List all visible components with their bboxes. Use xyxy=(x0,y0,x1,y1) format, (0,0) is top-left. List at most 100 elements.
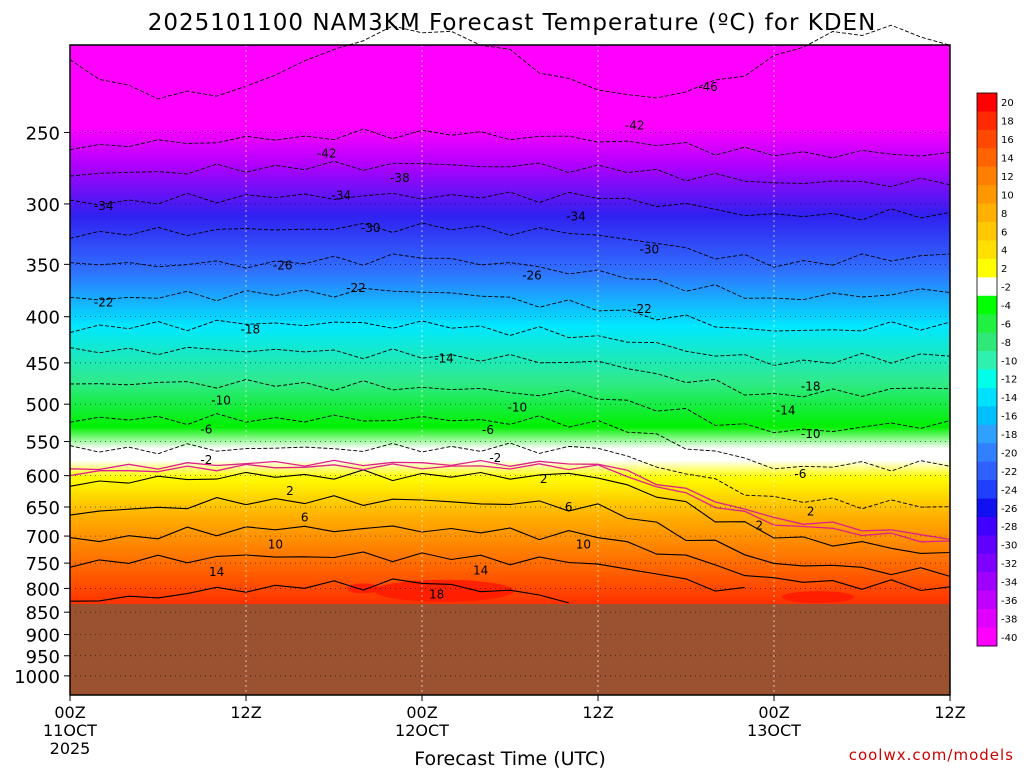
x-tick-label: 00Z xyxy=(54,703,85,722)
colorbar-label: 8 xyxy=(1001,209,1007,220)
colorbar-swatch xyxy=(977,443,997,463)
isotherm--26 xyxy=(69,253,951,301)
y-tick-label: 950 xyxy=(26,647,60,668)
isotherm--6 xyxy=(69,413,951,472)
isotherm--38 xyxy=(69,160,951,188)
colorbar-swatch xyxy=(977,351,997,370)
colorbar-label: 18 xyxy=(1001,117,1014,128)
isotherm-14 xyxy=(69,551,745,592)
y-tick-label: 900 xyxy=(26,626,60,647)
colorbar-label: 14 xyxy=(1001,154,1014,165)
colorbar-swatch xyxy=(977,572,997,592)
colorbar-label: -38 xyxy=(1001,614,1017,625)
contour-label: -10 xyxy=(211,393,231,407)
isotherm--46 xyxy=(69,24,951,100)
colorbar-swatch xyxy=(977,332,997,352)
contour-label: -10 xyxy=(801,427,821,441)
colorbar-swatch xyxy=(977,369,997,389)
colorbar-label: -14 xyxy=(1001,393,1017,404)
colorbar-swatch xyxy=(977,627,997,647)
contour-label: -18 xyxy=(241,322,261,336)
colorbar-swatch xyxy=(977,148,997,168)
contour-label: -42 xyxy=(625,119,645,133)
colorbar-label: -18 xyxy=(1001,430,1017,441)
contour-label: 2 xyxy=(807,505,815,519)
contour-label: -22 xyxy=(346,281,366,295)
colorbar-swatch xyxy=(977,516,997,536)
contour-label: 14 xyxy=(473,563,488,577)
y-tick-label: 400 xyxy=(26,308,60,329)
contour-label: 10 xyxy=(268,537,283,551)
colorbar-label: -10 xyxy=(1001,356,1017,367)
grid-lines xyxy=(70,45,950,695)
colorbar-label: 2 xyxy=(1001,264,1007,275)
contour-label: -14 xyxy=(776,404,796,418)
contour-label: -6 xyxy=(794,467,806,481)
isotherm-6 xyxy=(69,495,951,577)
colorbar-label: -4 xyxy=(1001,301,1011,312)
contour-label: 2 xyxy=(540,472,548,486)
x-tick-date: 13OCT xyxy=(747,721,801,740)
contour-label: 6 xyxy=(565,500,573,514)
contour-label: -46 xyxy=(698,80,718,94)
colorbar-label: -12 xyxy=(1001,375,1017,386)
colorbar-swatch xyxy=(977,203,997,223)
colorbar-label: -2 xyxy=(1001,283,1011,294)
y-tick-label: 700 xyxy=(26,527,60,548)
colorbar-swatch xyxy=(977,258,997,278)
chart-title: 2025101100 NAM3KM Forecast Temperature (… xyxy=(148,10,877,36)
colorbar-swatch xyxy=(977,406,997,426)
contour-label: 14 xyxy=(209,565,224,579)
colorbar-label: -16 xyxy=(1001,412,1017,423)
isotherm--2 xyxy=(69,442,951,510)
isotherm-2 xyxy=(69,469,951,554)
y-tick-label: 450 xyxy=(26,354,60,375)
colorbar-swatch xyxy=(977,387,997,407)
colorbar-swatch xyxy=(977,461,997,481)
contour-label: 10 xyxy=(576,537,591,551)
colorbar-swatch xyxy=(977,129,997,149)
colorbar-label: 16 xyxy=(1001,135,1014,146)
below-ground-terrain xyxy=(70,604,950,695)
colorbar-swatch xyxy=(977,424,997,444)
x-axis-label: Forecast Time (UTC) xyxy=(414,748,605,768)
colorbar-swatch xyxy=(977,553,997,573)
colorbar-swatch xyxy=(977,185,997,205)
y-tick-label: 350 xyxy=(26,255,60,276)
colorbar-label: -24 xyxy=(1001,485,1017,496)
colorbar-swatch xyxy=(977,93,997,112)
contour-label: -34 xyxy=(94,199,114,213)
y-tick-label: 750 xyxy=(26,554,60,575)
colorbar-label: 12 xyxy=(1001,172,1014,183)
colorbar-label: -30 xyxy=(1001,541,1017,552)
warm-blob xyxy=(374,579,514,602)
y-axis: 2503003504004505005506006507007508008509… xyxy=(14,123,70,688)
isotherm-18 xyxy=(69,578,569,604)
contour-label: -30 xyxy=(361,221,381,235)
y-tick-label: 550 xyxy=(26,433,60,454)
contour-label: -34 xyxy=(566,210,586,224)
colorbar-label: -22 xyxy=(1001,467,1017,478)
isotherm--22 xyxy=(69,287,951,332)
contour-label: -10 xyxy=(508,401,528,415)
freezing-line xyxy=(69,463,951,543)
colorbar-label: -36 xyxy=(1001,596,1017,607)
contour-label: -2 xyxy=(200,453,212,467)
temperature-field xyxy=(70,45,950,695)
credit-link[interactable]: coolwx.com/models xyxy=(849,746,1014,764)
colorbar-swatch xyxy=(977,590,997,610)
x-tick-label: 00Z xyxy=(758,703,789,722)
isotherm--14 xyxy=(69,346,951,398)
contour-label: 6 xyxy=(301,511,309,525)
y-tick-label: 300 xyxy=(26,195,60,216)
contour-label: -30 xyxy=(640,242,660,256)
colorbar-label: -28 xyxy=(1001,522,1017,533)
x-tick-label: 12Z xyxy=(934,703,965,722)
colorbar-legend: 20 18 16 14 12 10 8 6 4 2 -2 -4 -6 -8 -10 -12 -14 -16 -18 -… xyxy=(976,92,1017,647)
warm-core-blobs xyxy=(347,579,854,604)
isotherm--18 xyxy=(69,319,951,366)
colorbar-label: -8 xyxy=(1001,338,1011,349)
colorbar-label: -32 xyxy=(1001,559,1017,570)
colorbar-swatch xyxy=(977,609,997,629)
